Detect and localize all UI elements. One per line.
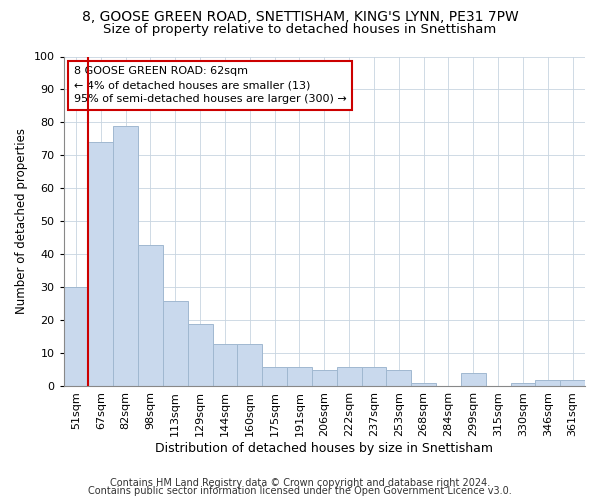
- Bar: [287, 366, 312, 386]
- Text: Size of property relative to detached houses in Snettisham: Size of property relative to detached ho…: [103, 22, 497, 36]
- Bar: [560, 380, 585, 386]
- Bar: [163, 300, 188, 386]
- Bar: [238, 344, 262, 386]
- Text: Contains HM Land Registry data © Crown copyright and database right 2024.: Contains HM Land Registry data © Crown c…: [110, 478, 490, 488]
- Bar: [535, 380, 560, 386]
- Bar: [212, 344, 238, 386]
- X-axis label: Distribution of detached houses by size in Snettisham: Distribution of detached houses by size …: [155, 442, 493, 455]
- Bar: [337, 366, 362, 386]
- Text: 8, GOOSE GREEN ROAD, SNETTISHAM, KING'S LYNN, PE31 7PW: 8, GOOSE GREEN ROAD, SNETTISHAM, KING'S …: [82, 10, 518, 24]
- Bar: [113, 126, 138, 386]
- Text: Contains public sector information licensed under the Open Government Licence v3: Contains public sector information licen…: [88, 486, 512, 496]
- Bar: [262, 366, 287, 386]
- Bar: [138, 244, 163, 386]
- Bar: [64, 288, 88, 386]
- Bar: [386, 370, 411, 386]
- Bar: [312, 370, 337, 386]
- Y-axis label: Number of detached properties: Number of detached properties: [15, 128, 28, 314]
- Bar: [362, 366, 386, 386]
- Bar: [511, 383, 535, 386]
- Bar: [411, 383, 436, 386]
- Text: 8 GOOSE GREEN ROAD: 62sqm
← 4% of detached houses are smaller (13)
95% of semi-d: 8 GOOSE GREEN ROAD: 62sqm ← 4% of detach…: [74, 66, 347, 104]
- Bar: [461, 374, 485, 386]
- Bar: [188, 324, 212, 386]
- Bar: [88, 142, 113, 386]
